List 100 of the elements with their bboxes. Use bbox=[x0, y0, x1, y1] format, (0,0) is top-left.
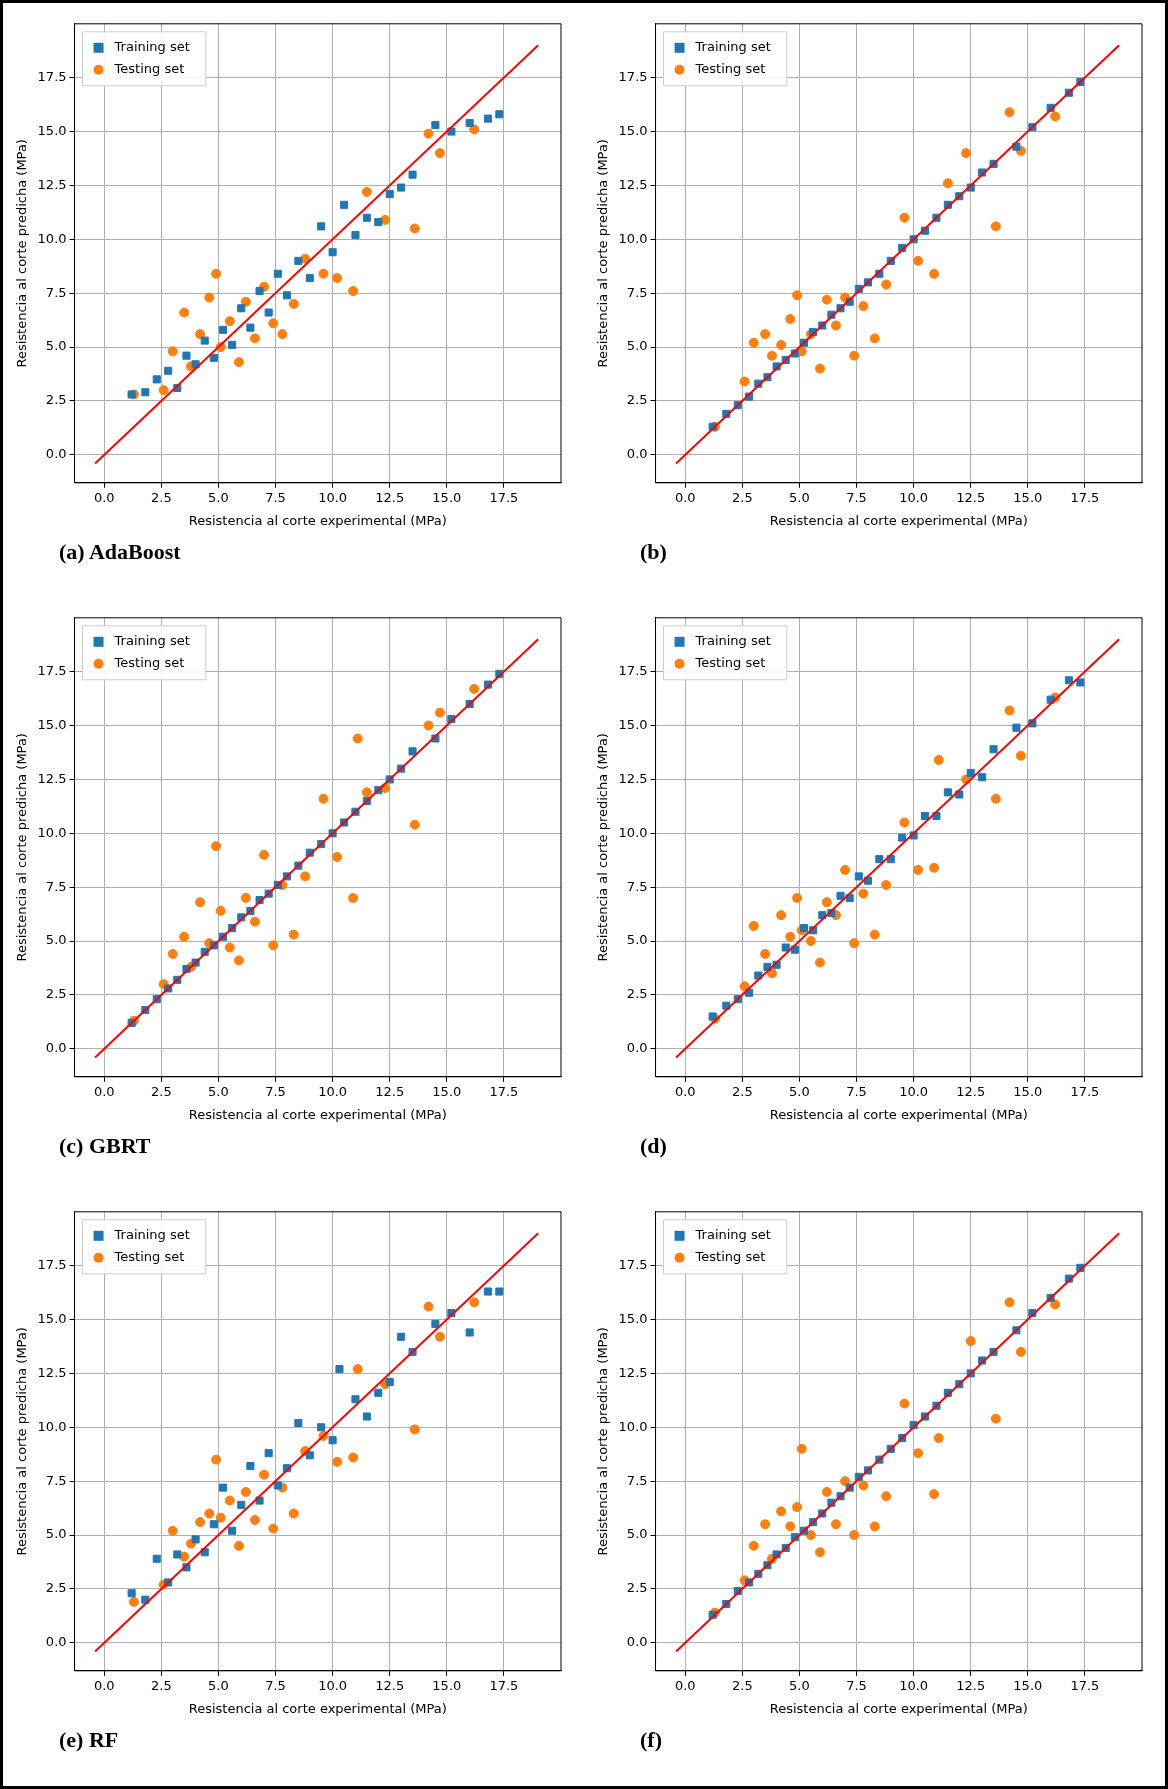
y-tick-label: 7.5 bbox=[626, 878, 648, 894]
y-axis-title: Resistencia al corte predicha (MPa) bbox=[595, 139, 611, 368]
y-tick-label: 15.0 bbox=[37, 122, 67, 138]
x-tick-label: 17.5 bbox=[1070, 1083, 1100, 1099]
y-tick-label: 0.0 bbox=[45, 1040, 67, 1056]
text: (a) AdaBoost bbox=[59, 539, 181, 565]
x-tick-label: 5.0 bbox=[789, 489, 810, 505]
y-tick-label: 17.5 bbox=[618, 69, 648, 85]
y-tick-label: 0.0 bbox=[626, 1040, 648, 1056]
x-tick-label: 15.0 bbox=[432, 1677, 462, 1693]
x-tick-label: 2.5 bbox=[731, 1083, 753, 1099]
x-axis-title: Resistencia al corte experimental (MPa) bbox=[769, 1700, 1028, 1716]
y-tick-label: 10.0 bbox=[618, 824, 648, 840]
y-tick-label: 5.0 bbox=[626, 1526, 648, 1542]
x-tick-label: 10.0 bbox=[318, 489, 348, 505]
y-tick-label: 0.0 bbox=[626, 1634, 648, 1650]
y-tick-label: 2.5 bbox=[45, 1580, 67, 1596]
x-tick-label: 2.5 bbox=[150, 1677, 172, 1693]
x-tick-label: 12.5 bbox=[956, 489, 986, 505]
x-tick-label: 0.0 bbox=[93, 1677, 115, 1693]
x-tick-label: 15.0 bbox=[1013, 489, 1043, 505]
y-tick-label: 12.5 bbox=[618, 176, 648, 192]
text: (c) GBRT bbox=[59, 1133, 151, 1159]
x-tick-label: 2.5 bbox=[150, 489, 172, 505]
legend-label: Training set bbox=[113, 633, 190, 649]
x-tick-label: 0.0 bbox=[93, 1083, 115, 1099]
legend-label: Training set bbox=[694, 1227, 771, 1243]
y-tick-label: 10.0 bbox=[37, 824, 67, 840]
x-axis-title: Resistencia al corte experimental (MPa) bbox=[769, 1106, 1028, 1122]
x-tick-label: 17.5 bbox=[489, 1677, 519, 1693]
text: (d) bbox=[640, 1133, 667, 1159]
y-tick-label: 2.5 bbox=[45, 392, 67, 408]
y-axis-title: Resistencia al corte predicha (MPa) bbox=[595, 1327, 611, 1556]
y-tick-label: 15.0 bbox=[37, 1310, 67, 1326]
legend-label: Testing set bbox=[113, 655, 185, 671]
y-tick-label: 12.5 bbox=[37, 1364, 67, 1380]
x-axis-title: Resistencia al corte experimental (MPa) bbox=[188, 1106, 447, 1122]
x-tick-label: 2.5 bbox=[150, 1083, 172, 1099]
y-tick-label: 7.5 bbox=[45, 284, 67, 300]
x-axis-title: Resistencia al corte experimental (MPa) bbox=[769, 512, 1028, 528]
x-tick-label: 15.0 bbox=[432, 1083, 462, 1099]
text: (f) bbox=[640, 1727, 662, 1753]
y-tick-label: 10.0 bbox=[618, 1418, 648, 1434]
x-tick-label: 10.0 bbox=[318, 1083, 348, 1099]
x-tick-label: 7.5 bbox=[265, 1677, 286, 1693]
x-tick-label: 15.0 bbox=[432, 489, 462, 505]
x-tick-label: 12.5 bbox=[375, 1083, 405, 1099]
y-tick-label: 17.5 bbox=[618, 1257, 648, 1273]
y-tick-label: 12.5 bbox=[618, 770, 648, 786]
y-tick-label: 12.5 bbox=[618, 1364, 648, 1380]
y-tick-label: 7.5 bbox=[626, 284, 648, 300]
x-tick-label: 7.5 bbox=[846, 489, 867, 505]
x-tick-label: 5.0 bbox=[789, 1083, 810, 1099]
x-tick-label: 12.5 bbox=[956, 1083, 986, 1099]
x-tick-label: 7.5 bbox=[846, 1677, 867, 1693]
text: (b) bbox=[640, 539, 667, 565]
y-tick-label: 15.0 bbox=[618, 716, 648, 732]
x-tick-label: 17.5 bbox=[489, 489, 519, 505]
x-tick-label: 12.5 bbox=[375, 1677, 405, 1693]
y-axis-title: Resistencia al corte predicha (MPa) bbox=[14, 733, 30, 962]
y-tick-label: 2.5 bbox=[626, 392, 648, 408]
x-tick-label: 15.0 bbox=[1013, 1083, 1043, 1099]
legend-label: Training set bbox=[694, 633, 771, 649]
legend-label: Training set bbox=[113, 1227, 190, 1243]
x-tick-label: 17.5 bbox=[489, 1083, 519, 1099]
y-tick-label: 17.5 bbox=[37, 663, 67, 679]
y-tick-label: 7.5 bbox=[626, 1472, 648, 1488]
text: (e) RF bbox=[59, 1727, 119, 1753]
x-tick-label: 12.5 bbox=[375, 489, 405, 505]
y-tick-label: 10.0 bbox=[618, 230, 648, 246]
y-axis-title: Resistencia al corte predicha (MPa) bbox=[595, 733, 611, 962]
x-tick-label: 7.5 bbox=[265, 1083, 286, 1099]
x-tick-label: 15.0 bbox=[1013, 1677, 1043, 1693]
x-tick-label: 10.0 bbox=[318, 1677, 348, 1693]
legend-label: Training set bbox=[694, 39, 771, 55]
x-tick-label: 7.5 bbox=[846, 1083, 867, 1099]
x-tick-label: 0.0 bbox=[674, 1677, 696, 1693]
legend-label: Testing set bbox=[694, 61, 766, 77]
y-tick-label: 5.0 bbox=[45, 1526, 67, 1542]
x-tick-label: 2.5 bbox=[731, 489, 753, 505]
y-tick-label: 0.0 bbox=[45, 1634, 67, 1650]
x-axis-title: Resistencia al corte experimental (MPa) bbox=[188, 1700, 447, 1716]
x-tick-label: 0.0 bbox=[93, 489, 115, 505]
y-tick-label: 10.0 bbox=[37, 230, 67, 246]
y-axis-title: Resistencia al corte predicha (MPa) bbox=[14, 139, 30, 368]
x-tick-label: 0.0 bbox=[674, 1083, 696, 1099]
y-tick-label: 15.0 bbox=[618, 122, 648, 138]
y-tick-label: 5.0 bbox=[45, 932, 67, 948]
x-tick-label: 5.0 bbox=[789, 1677, 810, 1693]
y-tick-label: 15.0 bbox=[618, 1310, 648, 1326]
x-axis-title: Resistencia al corte experimental (MPa) bbox=[188, 512, 447, 528]
x-tick-label: 5.0 bbox=[208, 489, 229, 505]
y-tick-label: 0.0 bbox=[626, 446, 648, 462]
legend-label: Testing set bbox=[113, 1249, 185, 1265]
x-tick-label: 17.5 bbox=[1070, 1677, 1100, 1693]
x-tick-label: 7.5 bbox=[265, 489, 286, 505]
y-axis-title: Resistencia al corte predicha (MPa) bbox=[14, 1327, 30, 1556]
x-tick-label: 5.0 bbox=[208, 1083, 229, 1099]
y-tick-label: 2.5 bbox=[45, 986, 67, 1002]
legend-label: Testing set bbox=[113, 61, 185, 77]
